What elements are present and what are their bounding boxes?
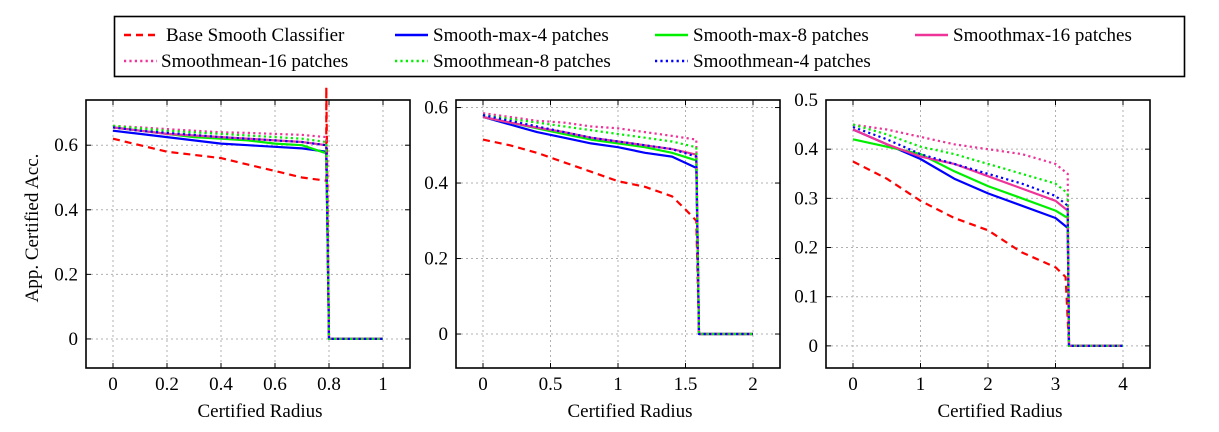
series-line-6: [482, 114, 753, 336]
legend-entry-1: Smooth-max-4 patches: [395, 25, 609, 46]
legend-label-3: Smoothmax-16 patches: [953, 25, 1132, 46]
x-tick-label-3: 3: [1051, 374, 1061, 395]
series-line-3: [112, 126, 383, 340]
series-line-1: [112, 129, 383, 340]
y-tick-label-0: 0: [439, 324, 449, 345]
x-tick-label-4: 0.8: [317, 374, 341, 395]
y-tick-label-1: 0.1: [794, 287, 818, 308]
legend-entry-5: Smoothmean-8 patches: [395, 51, 611, 72]
y-tick-label-3: 0.3: [794, 188, 818, 209]
y-tick-label-3: 0.6: [424, 98, 448, 119]
x-axis-label: Certified Radius: [937, 401, 1062, 422]
y-tick-label-0: 0: [809, 336, 819, 357]
x-tick-label-3: 0.6: [263, 374, 287, 395]
x-tick-label-2: 0.4: [209, 374, 233, 395]
legend-label-1: Smooth-max-4 patches: [433, 25, 609, 46]
x-tick-label-0: 0: [108, 374, 118, 395]
y-axis-label: App. Certified Acc.: [22, 154, 43, 303]
legend-label-0: Base Smooth Classifier: [166, 25, 345, 46]
series-line-3: [852, 128, 1123, 347]
series-line-5: [112, 124, 383, 340]
legend-label-4: Smoothmean-16 patches: [161, 51, 348, 72]
series-line-4: [482, 112, 753, 336]
y-tick-label-1: 0.2: [54, 264, 78, 285]
legend-entry-3: Smoothmax-16 patches: [915, 25, 1132, 46]
x-tick-label-4: 4: [1118, 374, 1128, 395]
y-tick-label-2: 0.2: [794, 238, 818, 259]
legend-label-6: Smoothmean-4 patches: [693, 51, 871, 72]
x-tick-label-4: 2: [748, 374, 758, 395]
x-tick-label-2: 1: [613, 374, 623, 395]
chart-panel-1: 0 0.5 1 1.5 2 0 0.2 0.4 0.6 Certified Radius: [424, 98, 781, 422]
x-tick-label-0: 0: [848, 374, 858, 395]
x-tick-label-1: 1: [916, 374, 926, 395]
y-tick-label-4: 0.4: [794, 139, 818, 160]
plot-frame: [85, 99, 411, 369]
x-tick-label-1: 0.2: [155, 374, 179, 395]
x-tick-label-0: 0: [478, 374, 488, 395]
y-tick-label-2: 0.4: [424, 173, 448, 194]
chart-panel-2: 0 1 2 3 4 0 0.1 0.2 0.3 0.4 0.5 Certified Radius: [794, 90, 1151, 422]
legend-frame: [113, 15, 1186, 78]
series-line-4: [112, 124, 383, 340]
legend-entry-4: Smoothmean-16 patches: [124, 51, 348, 72]
legend-label-2: Smooth-max-8 patches: [693, 25, 869, 46]
legend-entry-0: Base Smooth Classifier: [124, 25, 345, 46]
legend: Base Smooth Classifier Smooth-max-4 patc…: [113, 15, 1186, 78]
series-line-0: [852, 160, 1123, 347]
x-tick-label-3: 1.5: [674, 374, 698, 395]
series-line-2: [112, 126, 383, 340]
y-tick-label-2: 0.4: [54, 200, 78, 221]
series-line-0: [112, 85, 383, 340]
legend-entry-2: Smooth-max-8 patches: [655, 25, 869, 46]
x-axis-label: Certified Radius: [197, 401, 322, 422]
chart-panel-0: 0 0.2 0.4 0.6 0.8 1 0 0.2 0.4 0.6 Certified Radius: [54, 85, 411, 422]
x-tick-label-2: 2: [983, 374, 993, 395]
y-tick-label-5: 0.5: [794, 90, 818, 111]
legend-label-5: Smoothmean-8 patches: [433, 51, 611, 72]
y-tick-label-1: 0.2: [424, 249, 448, 270]
y-tick-label-3: 0.6: [54, 135, 78, 156]
x-tick-label-1: 0.5: [539, 374, 563, 395]
series-line-0: [482, 138, 753, 336]
series-line-6: [852, 125, 1123, 347]
series-line-5: [482, 114, 753, 336]
legend-entry-6: Smoothmean-4 patches: [655, 51, 871, 72]
x-axis-label: Certified Radius: [567, 401, 692, 422]
series-line-6: [112, 126, 383, 340]
y-tick-label-0: 0: [69, 329, 79, 350]
x-tick-label-5: 1: [378, 374, 388, 395]
